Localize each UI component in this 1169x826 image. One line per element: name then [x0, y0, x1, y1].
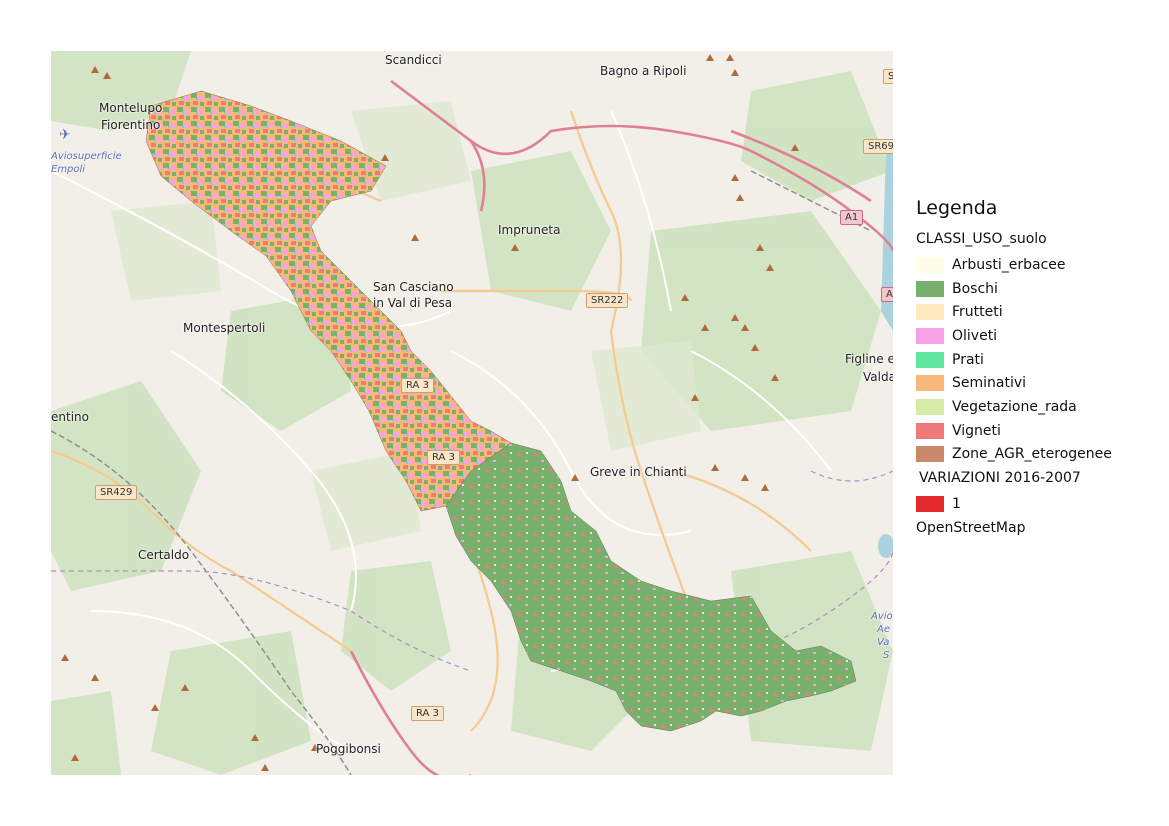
legend-variations-title: VARIAZIONI 2016-2007: [919, 470, 1081, 487]
place-bagno-a-ripoli: Bagno a Ripoli: [600, 64, 687, 78]
place-impruneta: Impruneta: [498, 223, 561, 237]
road-shield-ra3-south: RA 3: [411, 706, 444, 721]
legend-class-label: Frutteti: [952, 304, 1003, 321]
legend-class-row: Zone_AGR_eterogenee: [916, 443, 1166, 467]
legend-class-row: Frutteti: [916, 300, 1166, 324]
legend: Legenda CLASSI_USO_suolo Arbusti_erbacee…: [916, 197, 1166, 536]
legend-variation-list: 1: [916, 492, 1166, 516]
legend-class-row: Vigneti: [916, 419, 1166, 443]
legend-class-swatch: [916, 446, 944, 463]
place-san-casciano: San Casciano: [373, 280, 454, 294]
peak-markers: [61, 54, 799, 771]
legend-class-swatch: [916, 422, 944, 439]
label-avio-right-4: S: [883, 650, 890, 661]
place-figline-valdarno: Valda: [863, 370, 893, 384]
road-shield-a1: A1: [840, 210, 864, 225]
map-canvas[interactable]: Scandicci Bagno a Ripoli Montelupo Fiore…: [51, 51, 893, 775]
road-shield-ra3-middle: RA 3: [427, 450, 460, 465]
legend-class-label: Seminativi: [952, 375, 1027, 392]
legend-class-label: Prati: [952, 351, 984, 368]
legend-variation-label: 1: [952, 496, 961, 513]
legend-class-swatch: [916, 327, 944, 344]
road-shield-sr222: SR222: [586, 293, 629, 308]
legend-class-label: Oliveti: [952, 327, 998, 344]
legend-class-label: Vigneti: [952, 422, 1001, 439]
legend-title: Legenda: [916, 197, 998, 219]
light-patches: [111, 101, 701, 551]
place-certaldo: Certaldo: [138, 548, 190, 562]
legend-class-swatch: [916, 375, 944, 392]
legend-class-row: Prati: [916, 348, 1166, 372]
legend-class-row: Seminativi: [916, 371, 1166, 395]
legend-class-row: Boschi: [916, 277, 1166, 301]
label-avio-right-2: Ae: [877, 624, 890, 635]
legend-class-row: Oliveti: [916, 324, 1166, 348]
road-shield-a1-edge: A: [881, 287, 893, 302]
legend-variation-row: 1: [916, 492, 1166, 516]
legend-group-title: CLASSI_USO_suolo: [916, 231, 1047, 247]
legend-class-list: Arbusti_erbacee Boschi Frutteti Oliveti Prat…: [916, 253, 1166, 466]
minor-roads: [51, 110, 832, 752]
place-poggibonsi: Poggibonsi: [316, 742, 381, 756]
motorways: [349, 79, 893, 775]
place-figline: Figline e: [845, 352, 893, 366]
road-shield-s-edge: S: [883, 69, 893, 84]
road-shield-sr69: SR69: [863, 139, 893, 154]
land-use-area: [145, 90, 857, 732]
legend-variation-swatch: [916, 496, 944, 513]
road-shield-ra3-north: RA 3: [401, 378, 434, 393]
legend-class-swatch: [916, 256, 944, 273]
airport-icon: ✈: [59, 127, 71, 143]
road-shield-sr429: SR429: [95, 485, 138, 500]
place-castelfiorentino: entino: [51, 410, 89, 424]
legend-class-label: Arbusti_erbacee: [952, 256, 1066, 273]
legend-class-swatch: [916, 280, 944, 297]
label-avio-right: Avios: [871, 611, 893, 622]
legend-class-label: Vegetazione_rada: [952, 398, 1077, 415]
legend-class-row: Arbusti_erbacee: [916, 253, 1166, 277]
admin-boundaries: [51, 470, 893, 672]
secondary-roads: [51, 110, 812, 732]
legend-class-row: Vegetazione_rada: [916, 395, 1166, 419]
label-avio-right-3: Va: [877, 637, 890, 648]
label-aviosuperficie: Aviosuperficie: [51, 151, 122, 162]
place-san-casciano-val-di-pesa: in Val di Pesa: [373, 296, 453, 310]
place-montespertoli: Montespertoli: [183, 321, 266, 335]
legend-class-swatch: [916, 398, 944, 415]
land-use-north: [145, 90, 512, 512]
place-montelupo: Montelupo: [99, 101, 163, 115]
legend-class-swatch: [916, 351, 944, 368]
label-aviosuperficie-empoli: Empoli: [51, 164, 86, 175]
legend-class-label: Boschi: [952, 280, 998, 297]
place-greve-in-chianti: Greve in Chianti: [590, 465, 687, 479]
legend-basemap-label: OpenStreetMap: [916, 519, 1026, 536]
place-scandicci: Scandicci: [385, 53, 442, 67]
basemap-svg: [51, 51, 893, 775]
place-montelupo-fiorentino: Fiorentino: [101, 118, 161, 132]
legend-class-label: Zone_AGR_eterogenee: [952, 446, 1112, 463]
land-use-south: [445, 442, 857, 732]
legend-class-swatch: [916, 304, 944, 321]
